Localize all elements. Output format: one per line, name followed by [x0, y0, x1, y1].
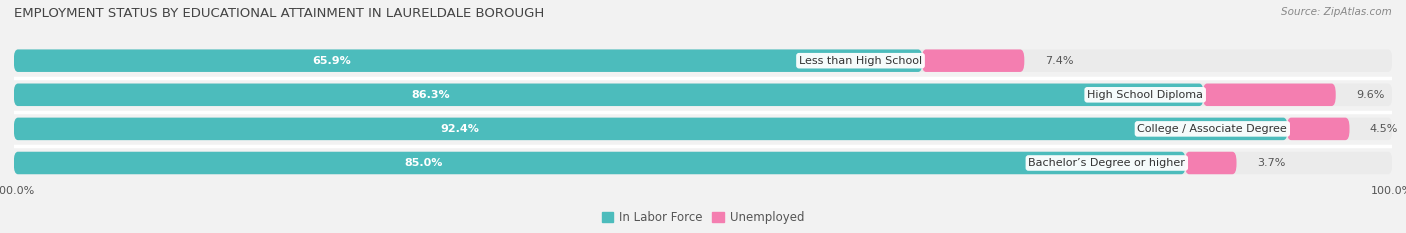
Text: 3.7%: 3.7% — [1257, 158, 1285, 168]
Text: Less than High School: Less than High School — [799, 56, 922, 66]
Text: 85.0%: 85.0% — [405, 158, 443, 168]
Text: 4.5%: 4.5% — [1369, 124, 1399, 134]
FancyBboxPatch shape — [14, 49, 922, 72]
FancyBboxPatch shape — [1185, 152, 1236, 174]
Text: Source: ZipAtlas.com: Source: ZipAtlas.com — [1281, 7, 1392, 17]
FancyBboxPatch shape — [14, 118, 1392, 140]
FancyBboxPatch shape — [922, 49, 1025, 72]
FancyBboxPatch shape — [14, 49, 1392, 72]
Text: 7.4%: 7.4% — [1045, 56, 1073, 66]
Text: 86.3%: 86.3% — [411, 90, 450, 100]
Text: 92.4%: 92.4% — [440, 124, 479, 134]
Text: 9.6%: 9.6% — [1357, 90, 1385, 100]
Text: College / Associate Degree: College / Associate Degree — [1137, 124, 1288, 134]
FancyBboxPatch shape — [14, 84, 1392, 106]
FancyBboxPatch shape — [14, 152, 1392, 174]
FancyBboxPatch shape — [14, 152, 1185, 174]
FancyBboxPatch shape — [1286, 118, 1350, 140]
FancyBboxPatch shape — [14, 84, 1204, 106]
FancyBboxPatch shape — [14, 118, 1288, 140]
Text: High School Diploma: High School Diploma — [1087, 90, 1204, 100]
Text: EMPLOYMENT STATUS BY EDUCATIONAL ATTAINMENT IN LAURELDALE BOROUGH: EMPLOYMENT STATUS BY EDUCATIONAL ATTAINM… — [14, 7, 544, 20]
Text: 65.9%: 65.9% — [312, 56, 352, 66]
FancyBboxPatch shape — [1204, 84, 1336, 106]
Legend: In Labor Force, Unemployed: In Labor Force, Unemployed — [598, 206, 808, 229]
Text: Bachelor’s Degree or higher: Bachelor’s Degree or higher — [1028, 158, 1185, 168]
